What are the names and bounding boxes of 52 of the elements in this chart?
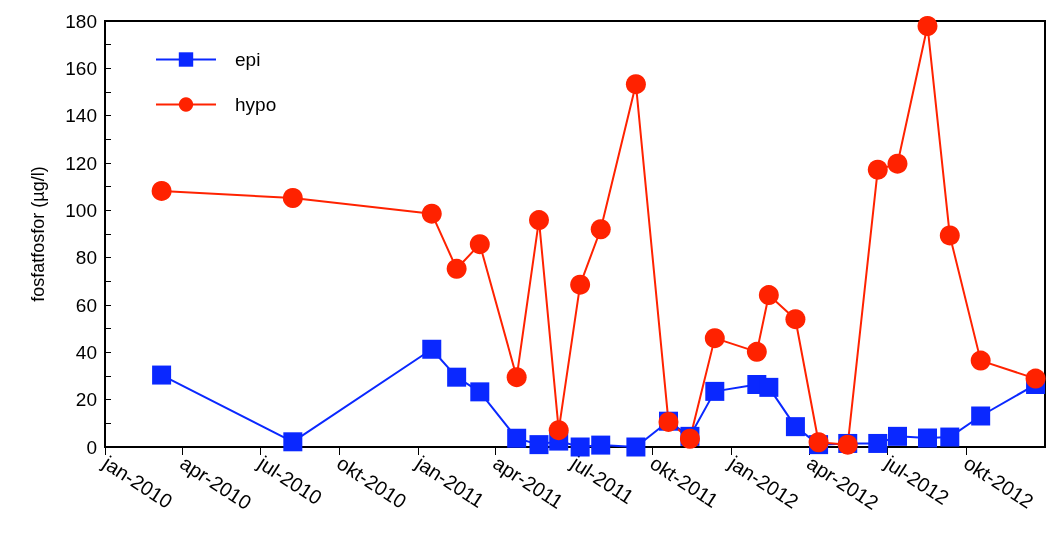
point [283,432,303,452]
point [422,339,442,359]
y-tick-label: 100 [65,199,97,221]
point [152,365,172,385]
point [971,406,991,426]
point [507,428,527,448]
point [940,427,960,447]
point [446,258,467,279]
legend-label: hypo [235,94,277,115]
point [705,381,725,401]
point [282,188,303,209]
point [570,274,591,295]
point [626,437,646,457]
point [590,219,611,240]
y-tick-label: 120 [65,152,97,174]
point [758,285,779,306]
point [939,225,960,246]
point [759,377,779,397]
y-axis-title: fosfatfosfor (µg/l) [28,166,48,302]
y-tick-label: 80 [75,247,97,269]
point [868,433,888,453]
point [1025,368,1046,389]
y-tick-label: 40 [75,341,97,363]
point [470,382,490,402]
point [970,350,991,371]
point [918,428,937,448]
point [529,435,549,455]
point [506,367,527,388]
point [917,15,938,36]
y-tick-label: 20 [75,389,97,411]
point [469,234,490,255]
point [785,309,806,330]
point [447,367,467,387]
point [704,328,725,349]
point [785,417,805,437]
y-tick-label: 180 [65,10,97,32]
legend-label: epi [235,49,261,70]
point [867,159,888,180]
y-tick-label: 0 [86,436,97,458]
point [421,203,442,224]
point [529,210,549,231]
point [746,341,767,362]
point [570,437,590,457]
point [151,180,172,201]
point [625,74,646,95]
y-tick-label: 140 [65,105,97,127]
point [887,153,908,174]
point [548,420,569,441]
y-tick-label: 60 [75,294,97,316]
point [591,435,611,455]
y-tick-label: 160 [65,57,97,79]
point [887,426,907,446]
